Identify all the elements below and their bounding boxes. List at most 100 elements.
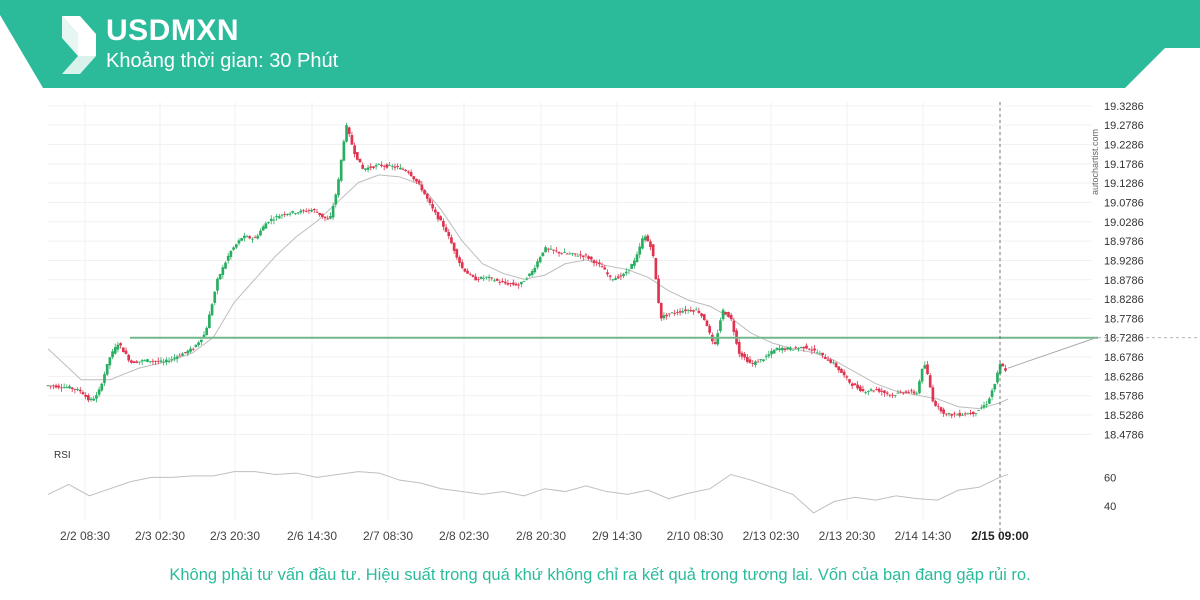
candle-body [186, 350, 190, 354]
candle-body [915, 393, 919, 395]
candle-body [302, 210, 305, 212]
candle-body [388, 164, 391, 166]
candle-body [447, 232, 451, 237]
candle-body [264, 223, 268, 229]
candle-body [52, 385, 55, 387]
candle-body [103, 374, 106, 384]
candle-body [146, 359, 149, 362]
candle-body [361, 164, 365, 169]
candle-body [84, 394, 87, 397]
candle-body [813, 348, 816, 351]
candle-body [92, 398, 96, 401]
candle-body [759, 359, 763, 361]
candle-body [393, 166, 397, 168]
candle-body [988, 398, 991, 404]
price-tick-label: 19.3286 [1104, 101, 1144, 113]
candle-body [633, 260, 636, 266]
candle-body [719, 320, 722, 331]
candle-body [622, 273, 625, 276]
candle-body [444, 227, 448, 232]
time-tick-label: 2/13 02:30 [743, 529, 800, 543]
candle-body [296, 212, 300, 214]
candle-body [533, 267, 537, 273]
candle-body [315, 211, 319, 213]
candle-body [108, 357, 112, 366]
candle-body [842, 371, 846, 376]
candle-body [213, 291, 217, 303]
candle-body [81, 392, 85, 395]
candle-body [159, 360, 163, 362]
candle-body [202, 334, 206, 339]
candle-body [724, 312, 728, 315]
rsi-panel: RSI 60 40 [47, 450, 1116, 514]
candle-body [506, 283, 510, 285]
candle-body [307, 210, 311, 212]
candle-body [412, 176, 416, 180]
candle-body [283, 214, 287, 215]
candle-body [321, 213, 324, 217]
price-tick-label: 19.1786 [1104, 159, 1144, 171]
candle-body [468, 273, 472, 275]
candle-body [353, 145, 356, 155]
candle-body [538, 257, 542, 263]
candle-body [850, 383, 854, 386]
candle-body [681, 311, 685, 313]
candle-body [318, 212, 321, 216]
candle-body [829, 359, 833, 363]
header-banner: USDMXN Khoảng thời gian: 30 Phút [0, 0, 1200, 90]
candle-body [961, 414, 964, 416]
candle-body [208, 314, 211, 329]
price-tick-label: 18.5786 [1104, 391, 1144, 403]
candle-body [920, 368, 924, 382]
moving-average-layer [47, 174, 1009, 410]
candle-body [390, 166, 394, 167]
candle-body [183, 352, 187, 353]
time-tick-label: 2/15 09:00 [971, 529, 1029, 543]
candle-body [269, 218, 273, 221]
candle-body [708, 326, 711, 333]
candle-body [780, 347, 784, 351]
candle-body [237, 240, 241, 244]
candle-body [143, 360, 147, 362]
candle-body [667, 313, 671, 315]
candle-body [969, 412, 972, 414]
price-tick-label: 18.8286 [1104, 294, 1144, 306]
candle-body [420, 184, 424, 191]
candle-body [869, 389, 873, 391]
candle-body [955, 414, 959, 416]
candle-body [154, 360, 157, 362]
time-tick-label: 2/6 14:30 [287, 529, 337, 543]
candle-body [396, 166, 399, 168]
candle-body [659, 302, 663, 319]
candle-body [522, 281, 526, 283]
candle-body [191, 348, 195, 350]
candle-body [205, 327, 209, 336]
candle-body [503, 281, 507, 284]
price-tick-label: 19.2286 [1104, 140, 1144, 152]
candle-body [355, 152, 359, 160]
price-tick-label: 18.9286 [1104, 255, 1144, 267]
candle-body [425, 193, 429, 199]
candle-body [431, 204, 434, 209]
candle-body [450, 237, 453, 244]
candle-body [928, 375, 932, 388]
candle-body [251, 238, 254, 240]
candle-body [823, 357, 827, 360]
candle-body [493, 280, 496, 282]
candle-body [54, 385, 58, 388]
moving-average-line [47, 174, 1009, 410]
candle-body [528, 273, 531, 276]
candle-body [657, 278, 660, 304]
candle-body [926, 364, 929, 374]
candle-body [477, 279, 480, 281]
candle-body [97, 389, 101, 395]
candle-body [732, 320, 736, 332]
candle-body [482, 278, 486, 279]
candle-body [845, 376, 849, 378]
candle-body [579, 254, 582, 256]
candle-body [374, 165, 378, 167]
candle-body [861, 389, 865, 392]
rsi-line [47, 471, 1009, 514]
candle-body [280, 214, 284, 216]
candle-body [245, 236, 249, 238]
